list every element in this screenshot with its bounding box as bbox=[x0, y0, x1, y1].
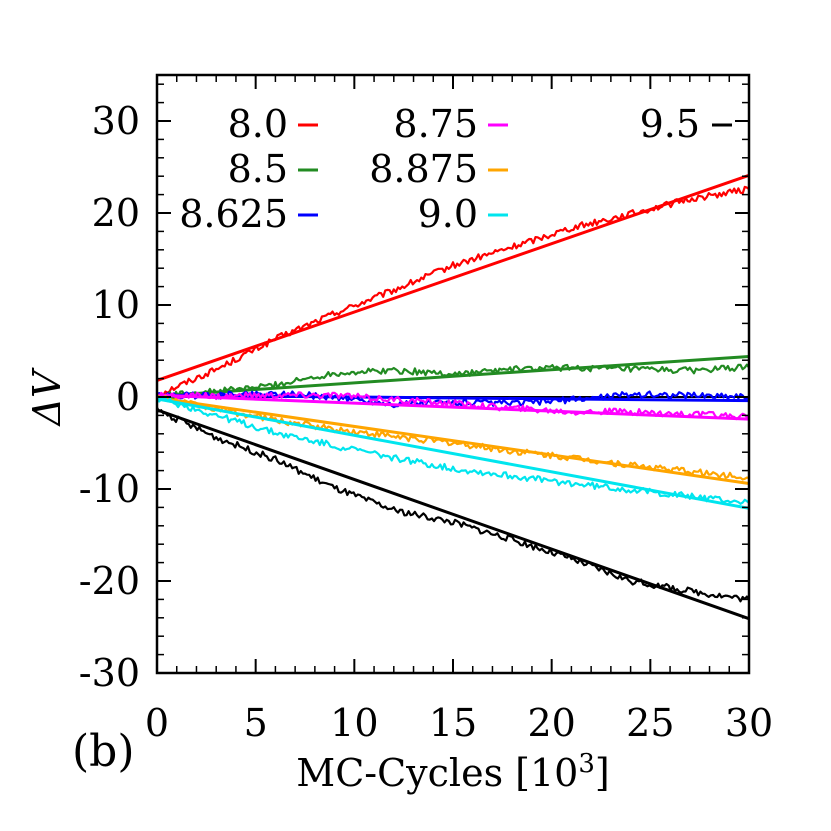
x-tick-label: 5 bbox=[244, 701, 268, 745]
y-tick-label: -30 bbox=[79, 651, 140, 695]
series-fit-9.0 bbox=[156, 397, 750, 510]
x-axis-label-main: MC-Cycles [10 bbox=[296, 751, 578, 795]
legend-label-8.875: 8.875 bbox=[369, 147, 478, 191]
x-axis-label-close: ] bbox=[595, 751, 610, 795]
series-fit-8.5 bbox=[156, 355, 750, 398]
y-tick-label: 30 bbox=[92, 99, 140, 143]
x-tick-label: 0 bbox=[145, 701, 169, 745]
panel-label: (b) bbox=[72, 726, 135, 777]
y-tick-label: 10 bbox=[92, 283, 140, 327]
x-tick-label: 25 bbox=[626, 701, 674, 745]
x-axis-label: MC-Cycles [103] bbox=[296, 749, 609, 795]
series-data-9.5 bbox=[156, 407, 750, 603]
y-tick-label: 20 bbox=[92, 191, 140, 235]
series-layer bbox=[155, 173, 750, 621]
legend-label-9.5: 9.5 bbox=[640, 102, 700, 146]
x-tick-label: 10 bbox=[330, 701, 378, 745]
x-tick-label: 30 bbox=[725, 701, 773, 745]
series-fit-8.875 bbox=[156, 396, 750, 485]
legend-label-9.0: 9.0 bbox=[418, 192, 478, 236]
series-data-8.625 bbox=[156, 390, 750, 409]
legend-label-8.0: 8.0 bbox=[228, 102, 288, 146]
y-tick-label: -20 bbox=[79, 559, 140, 603]
x-tick-label: 20 bbox=[527, 701, 575, 745]
legend-label-8.625: 8.625 bbox=[179, 192, 288, 236]
series-data-8.875 bbox=[156, 394, 750, 481]
x-axis-label-superscript: 3 bbox=[578, 749, 595, 779]
axes-layer: 0 5 10 15 20 25 30 -30 -20 -10 0 10 20 30 bbox=[79, 73, 773, 745]
series-fit-9.5 bbox=[156, 408, 750, 621]
y-tick-label: -10 bbox=[79, 467, 140, 511]
y-axis-label: ΔV bbox=[25, 367, 69, 427]
x-tick-label: 15 bbox=[429, 701, 477, 745]
series-fit-8.75 bbox=[156, 393, 750, 421]
legend-label-8.5: 8.5 bbox=[228, 147, 288, 191]
legend-label-8.75: 8.75 bbox=[393, 102, 478, 146]
y-tick-label: 0 bbox=[116, 375, 140, 419]
series-fit-8.0 bbox=[156, 173, 750, 382]
